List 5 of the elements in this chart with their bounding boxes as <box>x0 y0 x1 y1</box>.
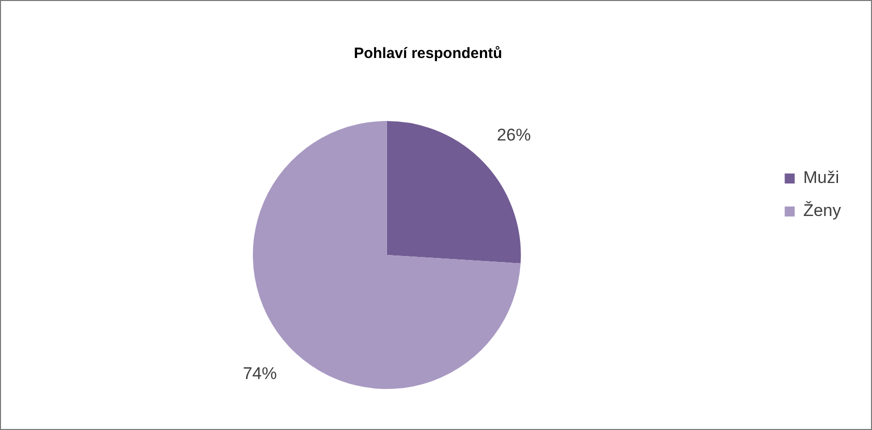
data-label: 74% <box>242 364 277 383</box>
legend-label: Muži <box>803 168 840 188</box>
data-label: 26% <box>496 125 531 144</box>
chart-title: Pohlaví respondentů <box>354 45 502 62</box>
legend-label: Ženy <box>803 201 842 220</box>
